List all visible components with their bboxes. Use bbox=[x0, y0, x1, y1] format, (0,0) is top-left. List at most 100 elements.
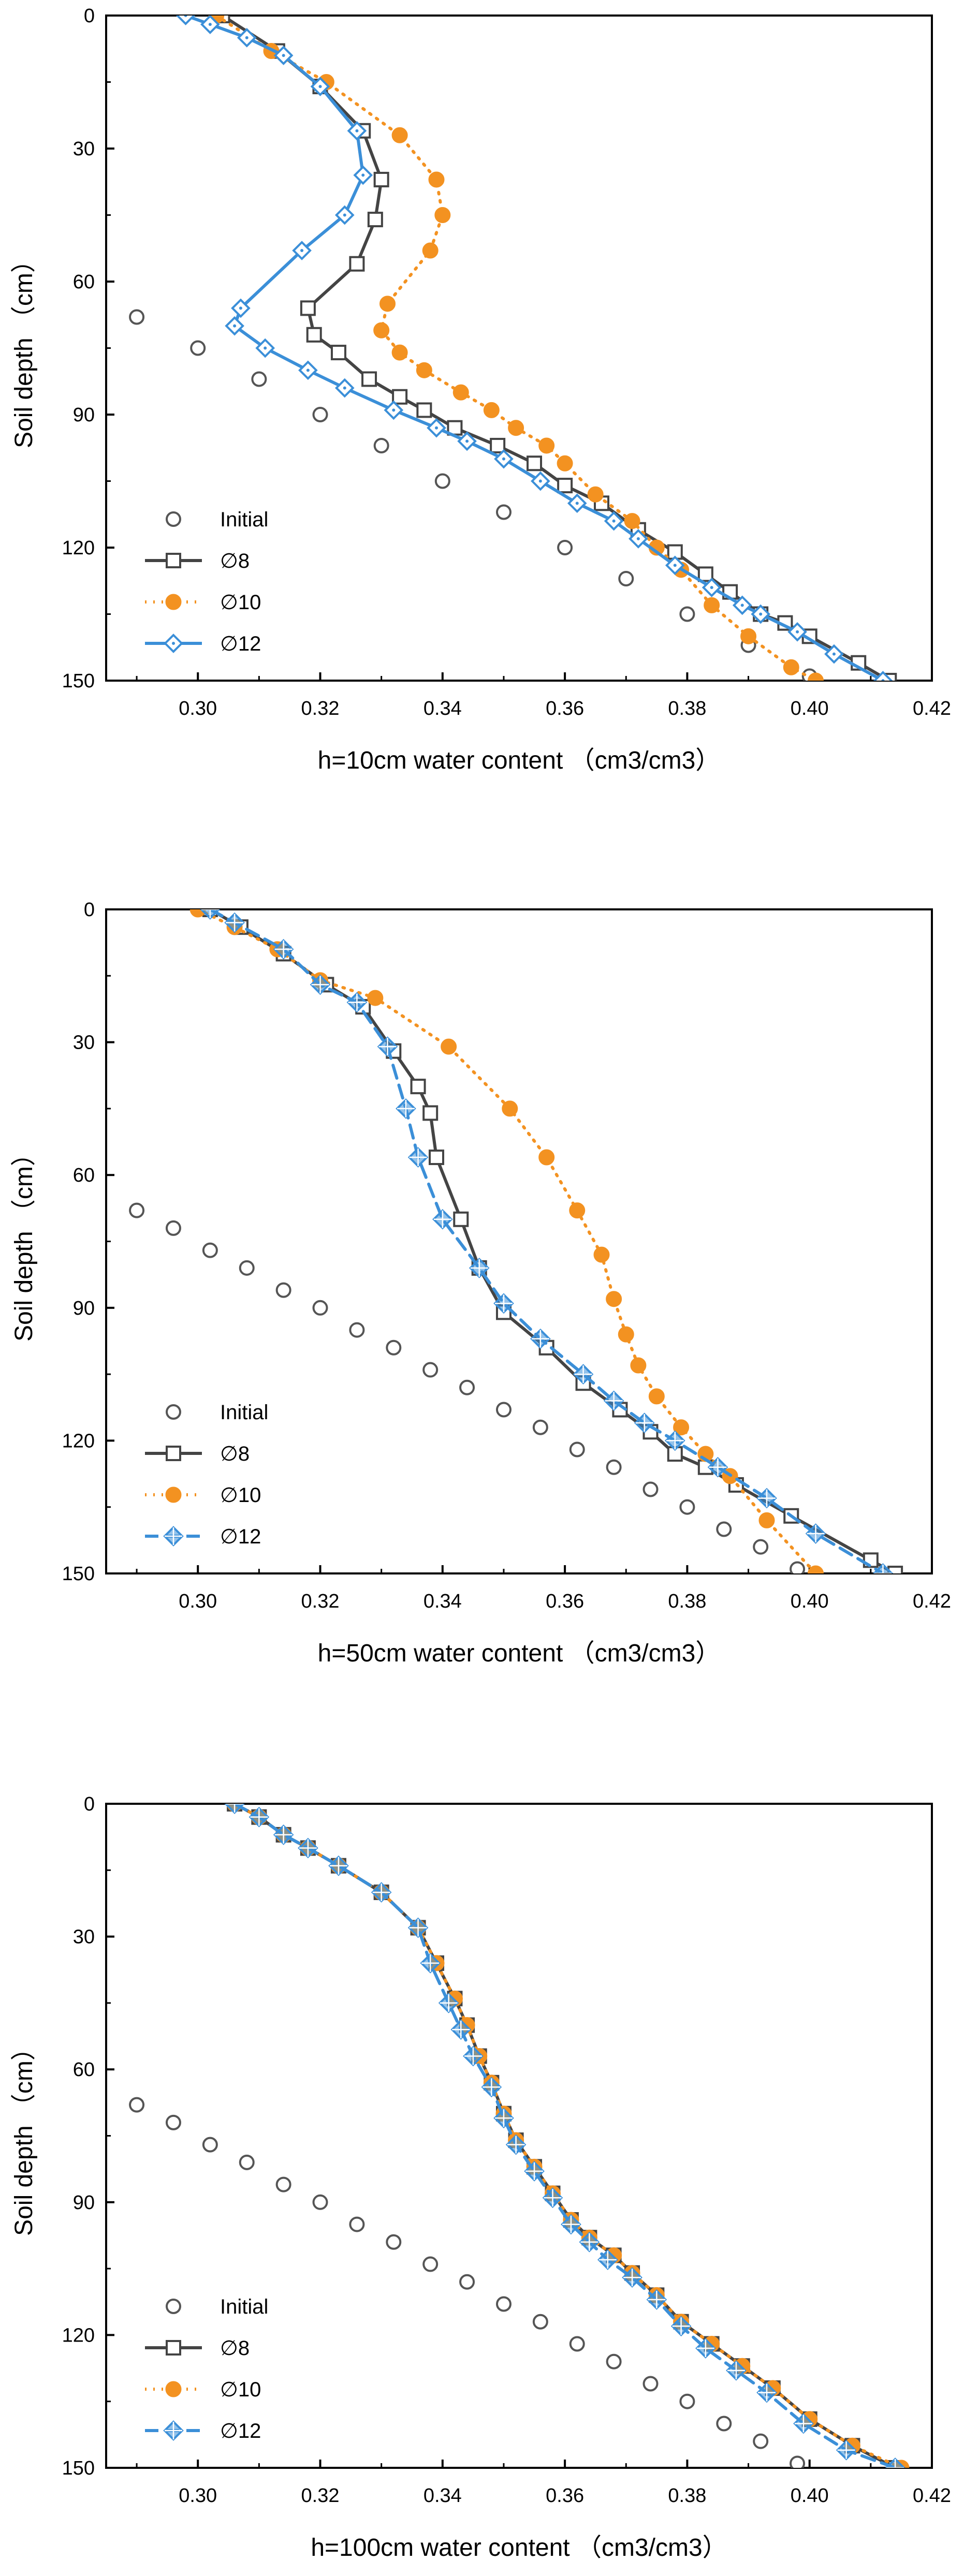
y-tick-label: 0 bbox=[84, 5, 95, 27]
data-point-cross bbox=[807, 1525, 825, 1543]
x-tick-label: 0.34 bbox=[423, 1591, 462, 1612]
data-point bbox=[422, 1362, 439, 1378]
data-point bbox=[410, 1079, 426, 1095]
x-axis-title: h=100cm water content （cm3/cm3） bbox=[311, 2534, 727, 2562]
data-point bbox=[416, 402, 432, 418]
data-point-cross bbox=[794, 2415, 812, 2433]
data-point bbox=[251, 371, 267, 387]
y-tick-label: 120 bbox=[62, 2324, 95, 2346]
legend-marker-cross bbox=[165, 1527, 182, 1545]
data-point-cross bbox=[672, 2317, 690, 2335]
data-point-cross bbox=[623, 2269, 641, 2287]
legend: Initial ∅8 ∅10 ∅12 bbox=[145, 2295, 268, 2442]
data-point bbox=[129, 1202, 145, 1218]
data-point bbox=[697, 566, 713, 582]
legend-label: ∅12 bbox=[220, 2420, 261, 2442]
plot-frame bbox=[105, 908, 933, 1574]
series-1 bbox=[202, 909, 903, 1573]
y-tick-label: 90 bbox=[73, 1298, 95, 1319]
y-tick-label: 90 bbox=[73, 404, 95, 426]
data-point bbox=[527, 455, 543, 472]
legend-label: ∅10 bbox=[220, 1484, 261, 1507]
y-tick-label: 60 bbox=[73, 2059, 95, 2081]
y-tick-label: 0 bbox=[84, 1793, 95, 1815]
x-tick-label: 0.42 bbox=[913, 2485, 951, 2507]
data-point bbox=[618, 570, 634, 586]
x-tick-label: 0.30 bbox=[179, 1591, 217, 1612]
legend-label: Initial bbox=[220, 508, 268, 531]
data-point-cross bbox=[562, 2215, 580, 2233]
data-point bbox=[391, 127, 408, 143]
data-point-cross bbox=[397, 1099, 415, 1117]
x-tick-label: 0.40 bbox=[791, 698, 829, 719]
data-point-dot bbox=[435, 426, 438, 430]
data-point bbox=[373, 437, 389, 453]
x-tick-label: 0.38 bbox=[668, 1591, 706, 1612]
data-point bbox=[873, 671, 893, 681]
data-point bbox=[300, 300, 316, 316]
data-point-cross bbox=[311, 976, 329, 994]
legend-label: Initial bbox=[220, 2295, 268, 2318]
data-point-cross bbox=[696, 2339, 714, 2358]
data-point-dot bbox=[881, 679, 885, 681]
legend-marker bbox=[166, 2299, 181, 2314]
series-3 bbox=[200, 909, 894, 1573]
data-point bbox=[606, 2353, 622, 2369]
data-point bbox=[373, 322, 390, 338]
data-point-dot bbox=[832, 652, 836, 656]
series-line bbox=[233, 1804, 897, 2468]
legend-label: ∅8 bbox=[220, 550, 250, 572]
data-point bbox=[783, 659, 799, 675]
data-point-dot bbox=[740, 603, 744, 607]
series-2 bbox=[226, 1804, 910, 2468]
data-point-cross bbox=[226, 914, 244, 932]
series-0 bbox=[129, 1202, 806, 1573]
data-point-cross bbox=[274, 940, 293, 958]
data-point bbox=[508, 420, 524, 436]
x-tick-label: 0.40 bbox=[791, 1591, 829, 1612]
x-tick-label: 0.32 bbox=[301, 698, 340, 719]
legend-marker bbox=[165, 2381, 182, 2397]
data-point-cross bbox=[250, 1808, 268, 1826]
data-point bbox=[502, 1100, 518, 1117]
data-point-cross bbox=[201, 909, 219, 918]
data-point bbox=[429, 1149, 444, 1165]
legend-marker bbox=[166, 511, 181, 527]
data-point bbox=[165, 1220, 181, 1236]
data-point bbox=[808, 1565, 824, 1573]
data-point-dot bbox=[233, 324, 237, 328]
data-point bbox=[202, 1242, 218, 1258]
data-point bbox=[349, 2216, 365, 2232]
data-point bbox=[422, 2256, 439, 2272]
data-point-dot bbox=[612, 519, 616, 523]
y-tick-label: 150 bbox=[62, 1563, 95, 1585]
data-point bbox=[704, 597, 720, 613]
y-tick-label: 60 bbox=[73, 271, 95, 293]
data-point bbox=[386, 1339, 402, 1356]
x-tick-label: 0.40 bbox=[791, 2485, 829, 2507]
legend-label: Initial bbox=[220, 1401, 268, 1424]
series-3 bbox=[224, 1804, 905, 2468]
data-point bbox=[716, 2416, 732, 2432]
data-point-cross bbox=[709, 1458, 727, 1476]
series-1 bbox=[227, 1804, 903, 2468]
data-point bbox=[483, 402, 500, 418]
data-point bbox=[642, 2376, 659, 2392]
x-tick-label: 0.30 bbox=[179, 2485, 217, 2507]
data-point bbox=[606, 1459, 622, 1475]
data-point bbox=[618, 1326, 634, 1343]
data-point-dot bbox=[306, 369, 310, 372]
data-point bbox=[673, 1419, 690, 1436]
data-point bbox=[753, 1539, 769, 1555]
data-point bbox=[495, 1402, 512, 1418]
data-point bbox=[679, 1499, 695, 1515]
legend-label: ∅10 bbox=[220, 2378, 261, 2401]
legend-marker bbox=[165, 594, 182, 610]
data-point bbox=[379, 296, 396, 312]
data-point-cross bbox=[605, 1392, 623, 1410]
y-tick-label: 150 bbox=[62, 2457, 95, 2479]
y-tick-label: 90 bbox=[73, 2192, 95, 2214]
data-point-cross bbox=[574, 1365, 592, 1383]
data-point bbox=[452, 384, 469, 401]
data-point-dot bbox=[392, 408, 396, 412]
